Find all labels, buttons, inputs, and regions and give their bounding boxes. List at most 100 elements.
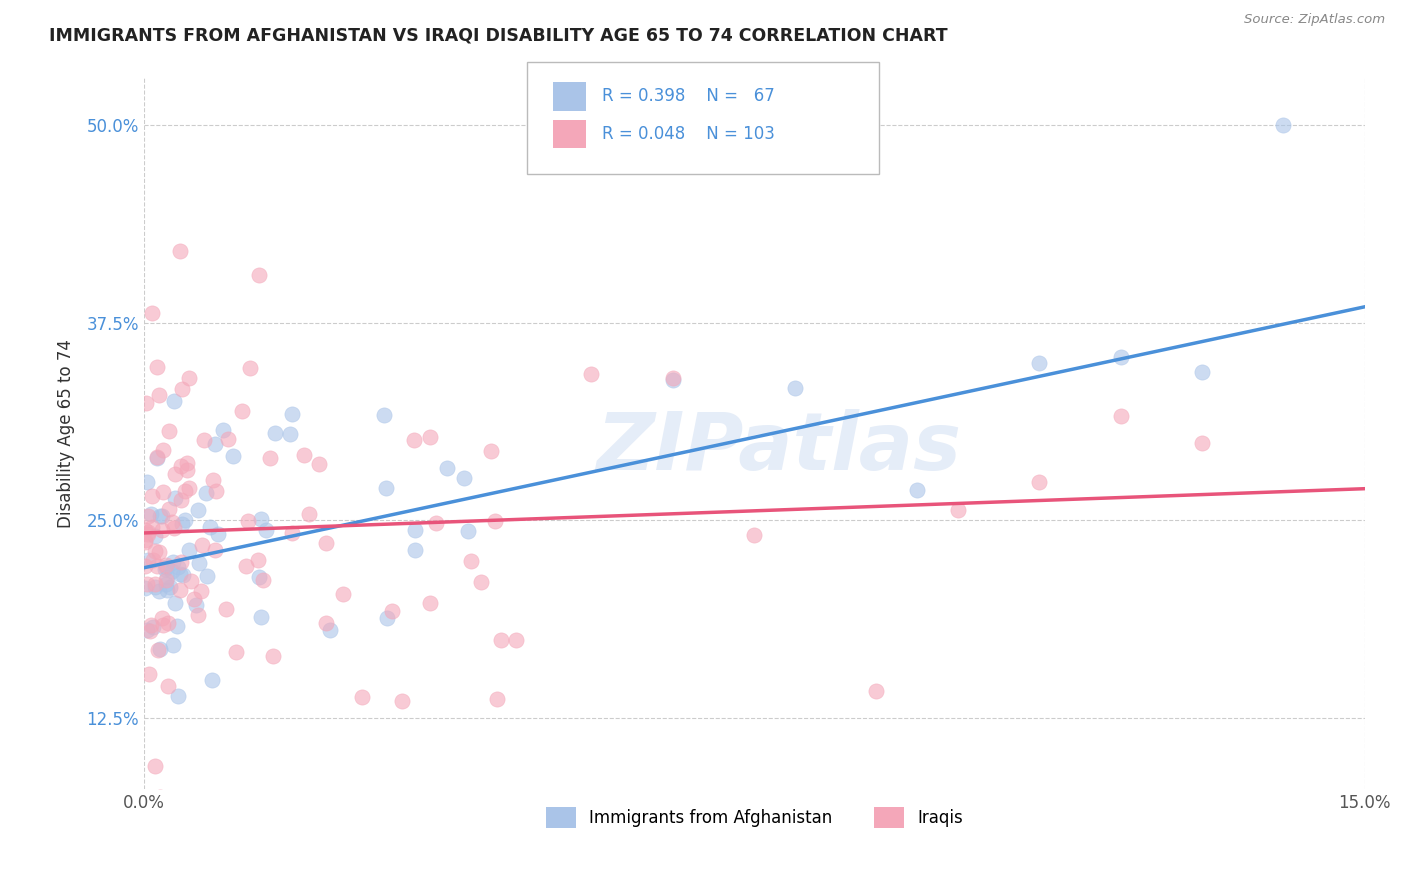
Point bbox=[169, 566, 191, 581]
Point bbox=[404, 543, 426, 558]
Point bbox=[419, 430, 441, 444]
Point bbox=[176, 463, 198, 477]
Point bbox=[662, 372, 685, 386]
Point bbox=[169, 582, 191, 597]
Point bbox=[1109, 351, 1132, 365]
Point bbox=[160, 516, 183, 530]
Point bbox=[198, 520, 221, 534]
Point bbox=[145, 450, 167, 465]
Point bbox=[453, 471, 475, 485]
Point bbox=[315, 616, 337, 631]
Text: R = 0.048    N = 103: R = 0.048 N = 103 bbox=[602, 125, 775, 143]
Point bbox=[155, 577, 177, 591]
Point bbox=[159, 580, 181, 594]
Point bbox=[207, 527, 229, 541]
Point bbox=[142, 620, 165, 634]
Point bbox=[581, 367, 603, 381]
Point bbox=[191, 538, 214, 552]
Point bbox=[166, 560, 188, 574]
Point bbox=[139, 624, 162, 639]
Point bbox=[138, 667, 160, 681]
Point bbox=[138, 822, 160, 836]
Legend: Immigrants from Afghanistan, Iraqis: Immigrants from Afghanistan, Iraqis bbox=[538, 801, 970, 834]
Point bbox=[149, 642, 172, 657]
Point bbox=[143, 529, 166, 543]
Point bbox=[262, 649, 284, 664]
Point bbox=[163, 467, 186, 482]
Point bbox=[134, 523, 156, 537]
Point bbox=[231, 403, 253, 417]
Point bbox=[404, 434, 426, 448]
Point bbox=[148, 509, 170, 524]
Point bbox=[263, 426, 285, 441]
Point bbox=[298, 507, 321, 521]
Point bbox=[146, 359, 169, 374]
Point bbox=[148, 388, 170, 402]
Point bbox=[177, 543, 200, 558]
Point bbox=[865, 683, 887, 698]
Point bbox=[146, 642, 169, 657]
Point bbox=[489, 632, 512, 647]
Point bbox=[486, 692, 509, 706]
Point bbox=[142, 553, 165, 567]
Point bbox=[247, 268, 270, 282]
Point bbox=[153, 561, 176, 575]
Point bbox=[460, 554, 482, 568]
Point bbox=[179, 371, 201, 385]
Point bbox=[160, 564, 183, 578]
Text: R = 0.398    N =   67: R = 0.398 N = 67 bbox=[602, 87, 775, 105]
Point bbox=[169, 244, 191, 259]
Point bbox=[155, 570, 177, 584]
Point bbox=[157, 502, 180, 516]
Point bbox=[150, 509, 173, 524]
Point bbox=[180, 574, 202, 588]
Point bbox=[135, 576, 157, 591]
Point bbox=[315, 536, 337, 550]
Point bbox=[436, 461, 458, 475]
Point bbox=[155, 558, 177, 572]
Point bbox=[157, 424, 180, 438]
Point bbox=[212, 423, 235, 437]
Point bbox=[169, 492, 191, 507]
Point bbox=[169, 555, 191, 569]
Point bbox=[163, 521, 186, 535]
Point bbox=[204, 436, 226, 450]
Point bbox=[146, 559, 169, 574]
Point bbox=[188, 556, 211, 570]
Point bbox=[1191, 365, 1213, 379]
Point bbox=[184, 598, 207, 612]
Point bbox=[202, 473, 225, 487]
Point bbox=[250, 610, 273, 624]
Point bbox=[134, 534, 156, 549]
Point bbox=[156, 615, 179, 630]
Point bbox=[225, 645, 247, 659]
Point bbox=[152, 617, 174, 632]
Point bbox=[381, 604, 404, 618]
Point bbox=[166, 690, 188, 704]
Point bbox=[149, 790, 172, 805]
Point bbox=[946, 503, 969, 517]
Point bbox=[662, 371, 685, 385]
Point bbox=[170, 458, 193, 473]
Point bbox=[249, 569, 271, 583]
Point bbox=[187, 607, 209, 622]
Point bbox=[136, 509, 159, 524]
Point bbox=[1191, 436, 1213, 450]
Point bbox=[254, 524, 277, 538]
Point bbox=[1109, 409, 1132, 423]
Point bbox=[1028, 356, 1050, 370]
Point bbox=[193, 433, 215, 447]
Point bbox=[457, 524, 479, 538]
Point bbox=[162, 555, 184, 569]
Point bbox=[170, 382, 193, 396]
Point bbox=[179, 482, 201, 496]
Point bbox=[163, 491, 186, 505]
Point bbox=[143, 759, 166, 773]
Point bbox=[1272, 118, 1295, 132]
Point bbox=[141, 520, 163, 534]
Point bbox=[170, 516, 193, 531]
Point bbox=[165, 596, 187, 610]
Point bbox=[217, 433, 239, 447]
Point bbox=[742, 528, 765, 542]
Text: ZIPatlas: ZIPatlas bbox=[596, 409, 962, 486]
